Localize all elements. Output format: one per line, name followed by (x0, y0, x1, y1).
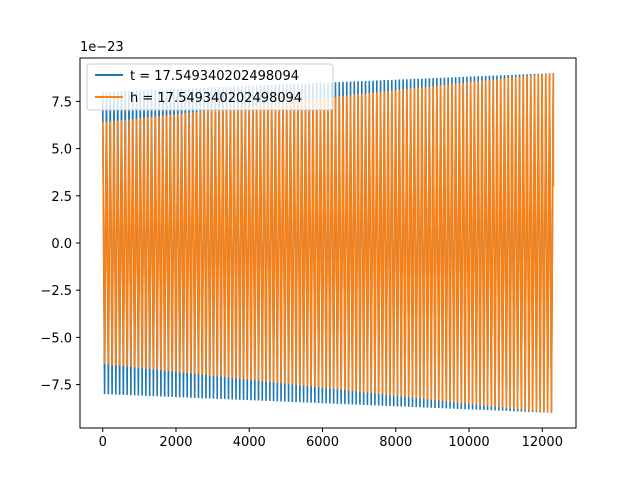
series-layer (101, 73, 555, 413)
y-tick-label: 2.5 (51, 190, 72, 205)
legend: t = 17.549340202498094 h = 17.5493402024… (86, 63, 334, 111)
x-tick-label: 8000 (379, 435, 412, 450)
legend-box (86, 63, 334, 111)
x-tick-label: 0 (99, 435, 107, 450)
x-tick-label: 6000 (306, 435, 339, 450)
y-axis: −7.5 −5.0 −2.5 0.0 2.5 5.0 7.5 (40, 95, 80, 394)
y-tick-label: −2.5 (40, 284, 72, 299)
legend-entry-h: h = 17.549340202498094 (130, 91, 302, 106)
y-tick-label: −5.0 (40, 331, 72, 346)
y-tick-label: 7.5 (51, 95, 72, 110)
y-tick-label: 0.0 (51, 237, 72, 252)
legend-entry-t: t = 17.549340202498094 (130, 69, 299, 84)
x-tick-label: 2000 (159, 435, 192, 450)
x-tick-label: 4000 (233, 435, 266, 450)
x-tick-label: 12000 (522, 435, 563, 450)
series-line-h (101, 73, 555, 413)
y-offset-label: 1e−23 (80, 40, 124, 55)
y-tick-label: 5.0 (51, 143, 72, 158)
x-tick-label: 10000 (448, 435, 489, 450)
y-tick-label: −7.5 (40, 379, 72, 394)
x-axis: 0 2000 4000 6000 8000 10000 12000 (99, 428, 563, 450)
